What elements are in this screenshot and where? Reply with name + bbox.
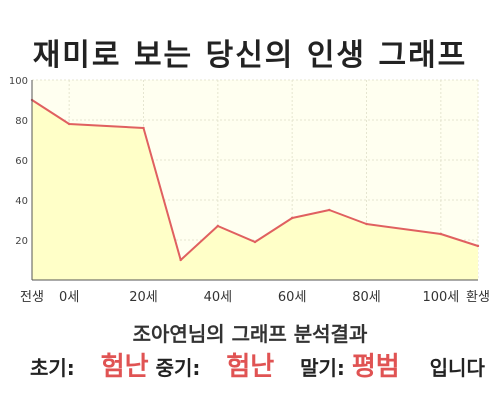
data-point — [216, 224, 220, 228]
page-title: 재미로 보는 당신의 인생 그래프 — [32, 38, 468, 73]
data-point — [476, 244, 480, 248]
life-graph-chart: 20 40 60 80 100 전생 0세 20세 40세 60세 80세 100세 환생 — [9, 76, 490, 305]
x-tick-label: 80세 — [352, 290, 381, 305]
x-tick-label: 40세 — [204, 290, 233, 305]
data-point — [290, 216, 294, 220]
late-value: 평범 — [351, 352, 400, 382]
early-value: 험난 — [100, 352, 149, 382]
early-label: 초기: — [30, 356, 75, 380]
y-tick-label: 80 — [15, 116, 28, 127]
x-tick-label: 20세 — [129, 290, 158, 305]
y-tick-label: 100 — [9, 76, 28, 87]
series-area — [32, 100, 478, 280]
data-point — [365, 222, 368, 226]
y-tick-label: 40 — [15, 196, 28, 207]
x-tick-label: 환생 — [466, 290, 490, 305]
x-tick-label: 100세 — [422, 290, 459, 305]
data-point — [439, 232, 443, 236]
result-suffix: 입니다 — [429, 356, 485, 380]
x-tick-label: 60세 — [278, 290, 307, 305]
data-point — [67, 122, 71, 126]
data-point — [253, 240, 257, 244]
analysis-subtitle: 조아연님의 그래프 분석결과 — [132, 322, 368, 346]
data-point — [328, 208, 331, 212]
data-point — [142, 126, 145, 130]
mid-value: 험난 — [226, 352, 275, 382]
x-tick-label: 0세 — [59, 290, 79, 305]
mid-label: 중기: — [155, 356, 201, 380]
late-label: 말기: — [300, 356, 345, 380]
y-tick-label: 20 — [15, 236, 28, 247]
data-point — [179, 258, 182, 262]
y-tick-label: 60 — [15, 156, 28, 167]
analysis-result: 초기: 험난 중기: 험난 말기: 평범 입니다 — [30, 346, 490, 383]
x-tick-label: 전생 — [20, 290, 44, 305]
